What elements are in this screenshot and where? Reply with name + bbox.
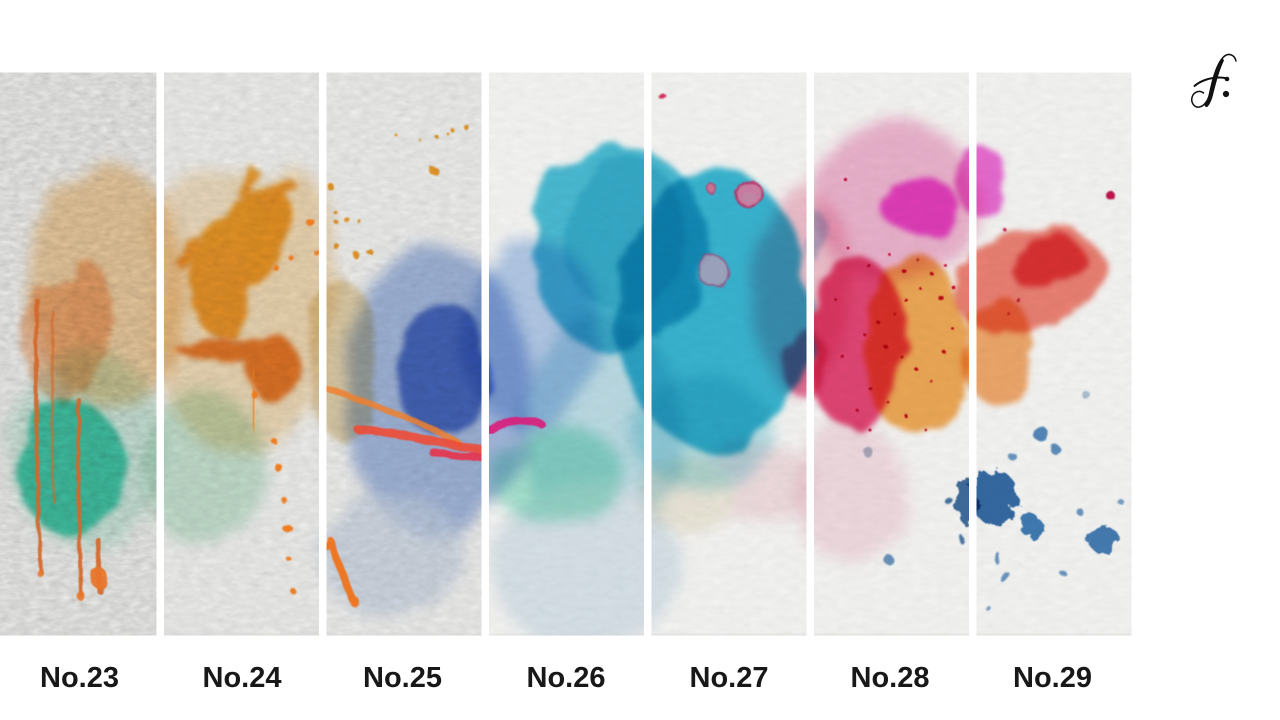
svg-text:No.29: No.29 <box>1013 662 1092 694</box>
svg-text:No.23: No.23 <box>40 662 119 694</box>
svg-text:No.24: No.24 <box>203 662 282 694</box>
svg-text:No.25: No.25 <box>363 662 442 694</box>
svg-text:No.27: No.27 <box>690 662 769 694</box>
svg-text:No.26: No.26 <box>527 662 606 694</box>
svg-text:No.28: No.28 <box>851 662 930 694</box>
